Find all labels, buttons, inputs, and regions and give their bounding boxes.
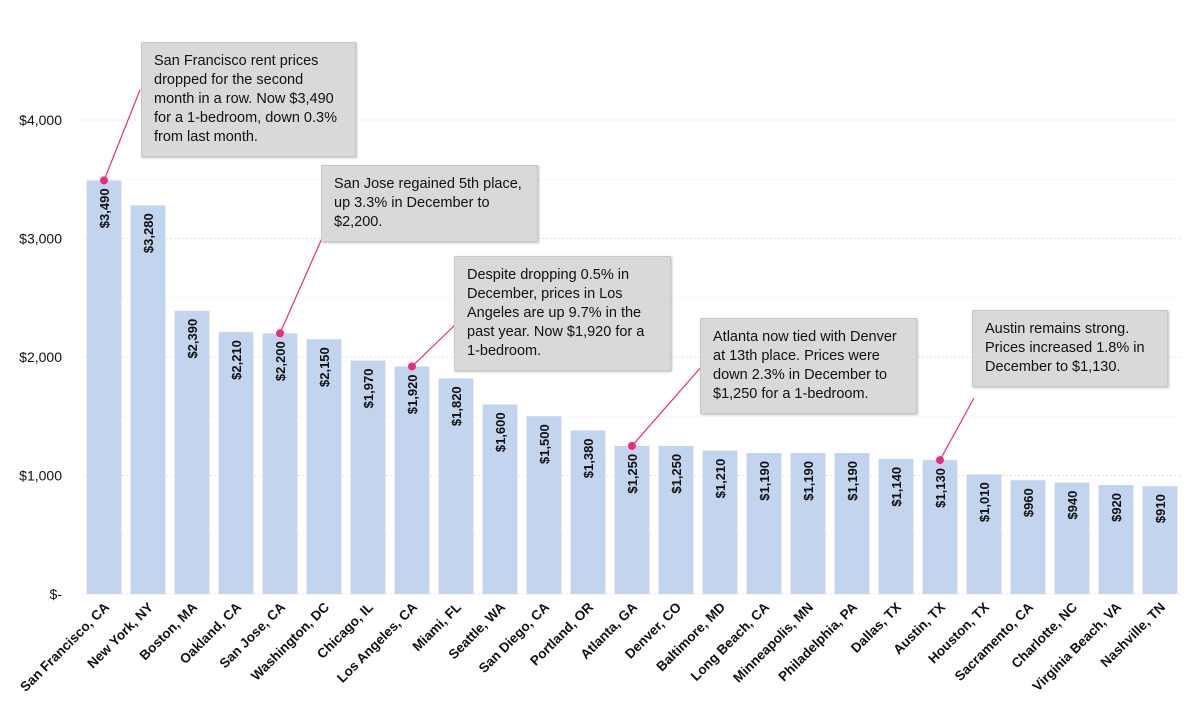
bar [350, 360, 386, 594]
bar [1054, 482, 1090, 594]
annotation-austin: Austin remains strong. Prices increased … [972, 310, 1168, 387]
bar [966, 474, 1002, 594]
bar [218, 332, 254, 594]
bar-value-label: $1,250 [669, 454, 684, 494]
bar-value-label: $2,200 [273, 341, 288, 381]
annotation-leader-line [279, 235, 324, 334]
annotation-atlanta: Atlanta now tied with Denver at 13th pla… [700, 318, 917, 414]
bar [526, 416, 562, 594]
bar-value-label: $2,390 [185, 319, 200, 359]
bar [1142, 486, 1178, 594]
bar [658, 445, 694, 594]
bar-value-label: $1,380 [581, 438, 596, 478]
annotation-leader-line [939, 397, 975, 461]
bar-value-label: $1,600 [493, 412, 508, 452]
annotation-leader-line [631, 365, 703, 447]
bar-value-label: $1,500 [537, 424, 552, 464]
bar [262, 333, 298, 594]
x-tick-label: Long Beach, CA [688, 599, 773, 684]
bar-value-label: $2,210 [229, 340, 244, 380]
annotation-dot [100, 176, 108, 185]
bar-value-label: $1,250 [625, 454, 640, 494]
bar-value-label: $1,970 [361, 369, 376, 409]
x-tick-label: Los Angeles, CA [334, 599, 420, 685]
bar [702, 450, 738, 594]
bar [790, 452, 826, 594]
y-tick-label: $4,000 [19, 112, 62, 128]
bar [130, 205, 166, 594]
bar-value-label: $1,140 [889, 467, 904, 507]
bar [174, 310, 210, 594]
bar [1098, 484, 1134, 594]
bar [86, 180, 122, 594]
bar-value-label: $1,190 [757, 461, 772, 501]
bar [1010, 480, 1046, 594]
bar-value-label: $1,920 [405, 374, 420, 414]
y-tick-label: $3,000 [19, 231, 62, 247]
x-tick-label: Sacramento, CA [952, 599, 1037, 684]
bar-value-label: $3,490 [97, 188, 112, 228]
y-tick-label: $2,000 [19, 349, 62, 365]
y-axis: $- $1,000 $2,000 $3,000 $4,000 [19, 112, 62, 602]
bar [834, 452, 870, 594]
bar-value-label: $1,190 [845, 461, 860, 501]
bar [438, 378, 474, 594]
bar [878, 458, 914, 594]
bars: $3,490 $3,280 $2,390 $2,210 $2,200 $2,150 $1,9… [86, 180, 1178, 594]
annotation-leaders [100, 89, 975, 465]
bar [482, 404, 518, 594]
annotation-los-angeles: Despite dropping 0.5% in December, price… [454, 256, 671, 371]
annotation-san-francisco: San Francisco rent prices dropped for th… [141, 42, 356, 157]
bar [394, 366, 430, 594]
bar [922, 460, 958, 594]
annotation-leader-line [103, 89, 141, 181]
bar-value-label: $1,210 [713, 459, 728, 499]
annotation-dot [408, 362, 416, 371]
bar-value-label: $3,280 [141, 213, 156, 253]
bar-value-label: $960 [1021, 488, 1036, 517]
bar-value-label: $910 [1153, 494, 1168, 523]
y-tick-label: $- [50, 586, 63, 602]
bar-value-label: $1,130 [933, 468, 948, 508]
annotation-dot [936, 456, 944, 465]
annotation-dot [276, 329, 284, 338]
bar [614, 445, 650, 594]
bar-value-label: $2,150 [317, 347, 332, 387]
annotation-leader-line [411, 323, 457, 367]
y-tick-label: $1,000 [19, 468, 62, 484]
bar [746, 452, 782, 594]
x-tick-label: Minneapolis, MN [730, 600, 816, 686]
bar-value-label: $940 [1065, 491, 1080, 520]
bar [570, 430, 606, 594]
x-tick-label: Philadelphia, PA [775, 599, 860, 684]
bar-value-label: $1,190 [801, 461, 816, 501]
bar-value-label: $1,820 [449, 386, 464, 426]
bar-value-label: $920 [1109, 493, 1124, 522]
bar [306, 339, 342, 594]
x-tick-label: Washington, DC [248, 599, 332, 683]
annotation-san-jose: San Jose regained 5th place, up 3.3% in … [321, 165, 538, 242]
bar-value-label: $1,010 [977, 482, 992, 522]
annotation-dot [628, 441, 636, 450]
